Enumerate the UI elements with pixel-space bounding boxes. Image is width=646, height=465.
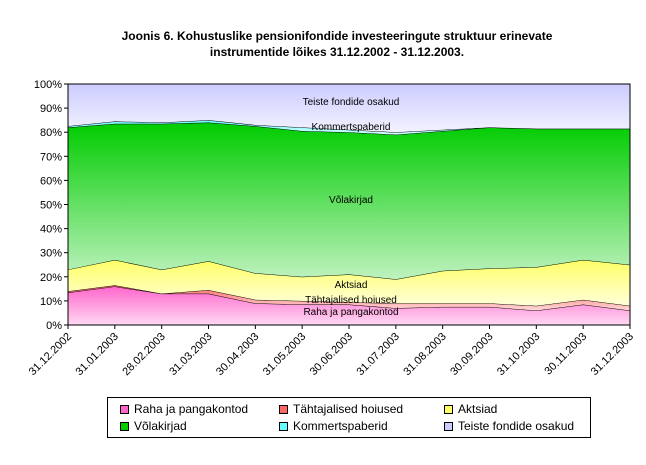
legend-item: Aktsiad [444, 402, 497, 416]
legend-label: Raha ja pangakontod [134, 402, 249, 416]
area-shade-2 [68, 259, 630, 306]
legend-item: Teiste fondide osakud [444, 419, 574, 433]
data-label: Kommertspaberid [312, 122, 391, 133]
x-tick-label: 30.06.2003 [308, 331, 355, 378]
legend-label: Aktsiad [458, 402, 498, 416]
area-shade-4 [68, 120, 630, 135]
data-label: Tähtajalised hoiused [305, 295, 397, 306]
x-tick-label: 31.07.2003 [355, 331, 402, 378]
data-label: Teiste fondide osakud [303, 97, 400, 108]
x-tick-label: 31.01.2003 [74, 331, 121, 378]
legend-swatch [279, 421, 288, 431]
chart-title-line-1: Joonis 6. Kohustuslike pensionifondide i… [121, 29, 553, 43]
y-tick-label: 30% [40, 248, 62, 260]
x-tick-label: 30.11.2003 [542, 331, 589, 378]
data-label: Raha ja pangakontod [303, 307, 398, 318]
y-tick-label: 60% [40, 175, 62, 187]
legend-swatch [279, 404, 288, 414]
x-tick-label: 31.12.2003 [589, 331, 636, 378]
y-tick-label: 0% [46, 320, 62, 332]
data-label: Võlakirjad [329, 195, 373, 206]
y-tick-label: 70% [40, 151, 62, 163]
legend-swatch [444, 421, 453, 431]
legend-item: Raha ja pangakontod [120, 402, 248, 416]
area-shade-1 [68, 285, 630, 311]
x-tick-label: 31.03.2003 [167, 331, 214, 378]
x-tick-label: 31.10.2003 [495, 331, 542, 378]
area-shade-5 [68, 84, 630, 133]
x-tick-label: 31.05.2003 [261, 331, 308, 378]
legend-label: Tähtajalised hoiused [293, 402, 404, 416]
legend: Raha ja pangakontod Tähtajalised hoiused A… [107, 397, 591, 438]
x-tick-label: 28.02.2003 [120, 331, 167, 378]
y-tick-label: 80% [40, 127, 62, 139]
y-tick-label: 90% [40, 103, 62, 115]
legend-swatch [444, 404, 453, 414]
x-tick-label: 31.08.2003 [401, 331, 448, 378]
y-tick-label: 100% [34, 79, 62, 91]
legend-label: Võlakirjad [134, 419, 187, 433]
legend-swatch [120, 404, 129, 414]
chart-title: Joonis 6. Kohustuslike pensionifondide i… [0, 28, 646, 60]
y-tick-label: 40% [40, 224, 62, 236]
data-label: Aktsiad [335, 280, 368, 291]
legend-label: Teiste fondide osakud [458, 419, 575, 433]
legend-item: Kommertspaberid [279, 419, 388, 433]
area-shade-3 [68, 122, 630, 280]
area-shade-0 [68, 286, 630, 325]
y-tick-label: 10% [40, 296, 62, 308]
x-tick-label: 30.09.2003 [448, 331, 495, 378]
x-tick-label: 31.12.2002 [27, 331, 74, 378]
legend-swatch [120, 421, 129, 431]
legend-item: Võlakirjad [120, 419, 187, 433]
y-tick-label: 20% [40, 272, 62, 284]
legend-label: Kommertspaberid [293, 419, 388, 433]
y-tick-label: 50% [40, 200, 62, 212]
chart-title-line-2: instrumentide lõikes 31.12.2002 - 31.12.… [209, 45, 465, 59]
x-tick-label: 30.04.2003 [214, 331, 261, 378]
legend-item: Tähtajalised hoiused [279, 402, 403, 416]
